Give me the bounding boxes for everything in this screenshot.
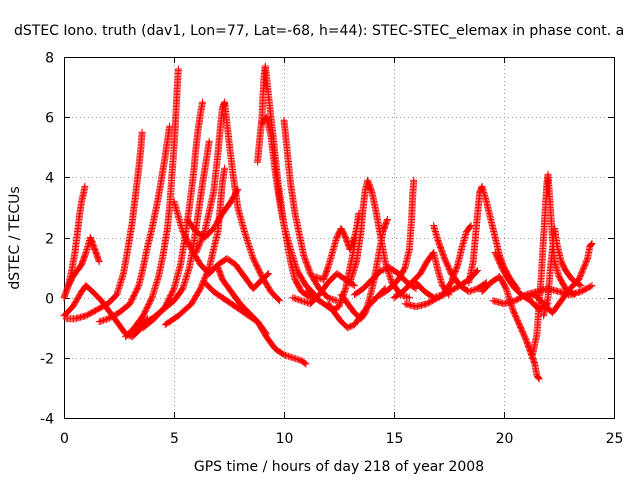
x-tick-label: 25 xyxy=(606,431,624,447)
x-tick-label: 15 xyxy=(386,431,404,447)
series-arc-af xyxy=(540,225,585,320)
x-axis-label: GPS time / hours of day 218 of year 2008 xyxy=(194,459,484,475)
plus-markers xyxy=(430,222,490,296)
plus-markers xyxy=(350,264,420,299)
chart-title: dSTEC Iono. truth (dav1, Lon=77, Lat=-68… xyxy=(14,23,624,39)
plus-markers xyxy=(311,216,363,284)
x-tick-label: 20 xyxy=(496,431,514,447)
y-axis-label: dSTEC / TECUs xyxy=(7,186,23,289)
plus-markers xyxy=(540,225,585,320)
series-arc-n xyxy=(201,279,270,338)
series-arc-e xyxy=(95,122,174,326)
series-arc-ai xyxy=(350,264,420,299)
series-arc-q xyxy=(280,116,341,305)
x-tick-label: 10 xyxy=(276,431,294,447)
plus-markers xyxy=(401,267,482,311)
plus-markers xyxy=(280,116,341,305)
plus-markers xyxy=(62,128,146,323)
x-tick-label: 5 xyxy=(170,431,179,447)
series-arc-c xyxy=(64,234,103,290)
series-arc-aj xyxy=(289,270,358,308)
plus-markers xyxy=(122,65,182,341)
tick-labels: 0 5 10 15 20 25 -4 -2 0 2 4 6 8 xyxy=(40,51,623,448)
series-arc-m xyxy=(192,98,284,305)
plus-markers xyxy=(258,113,319,299)
series-arc-aa xyxy=(430,222,490,296)
plus-markers xyxy=(390,249,453,302)
plus-markers xyxy=(64,234,103,290)
series-arc-d xyxy=(62,128,146,323)
x-tick-label: 0 xyxy=(60,431,69,447)
series-arc-ah xyxy=(489,282,596,308)
series-arc-p xyxy=(258,113,319,299)
y-tick-label: 0 xyxy=(45,292,54,308)
axis-ticks xyxy=(64,57,615,419)
y-tick-label: -4 xyxy=(40,412,54,428)
y-tick-label: -2 xyxy=(40,352,54,368)
y-tick-label: 6 xyxy=(45,111,54,127)
plus-markers xyxy=(95,122,174,326)
series-arc-f xyxy=(122,65,182,341)
plus-markers xyxy=(201,279,270,338)
plus-markers xyxy=(192,98,284,305)
y-tick-label: 2 xyxy=(45,232,54,248)
y-tick-label: 8 xyxy=(45,51,54,67)
series-arc-v xyxy=(346,176,413,302)
series-arc-x xyxy=(390,249,453,302)
series-arc-z xyxy=(401,267,482,311)
plus-markers xyxy=(489,282,596,308)
y-tick-label: 4 xyxy=(45,171,54,187)
data-marks xyxy=(60,62,596,383)
series-arc-s xyxy=(311,216,363,284)
plus-markers xyxy=(289,270,358,308)
plus-markers xyxy=(346,176,413,302)
